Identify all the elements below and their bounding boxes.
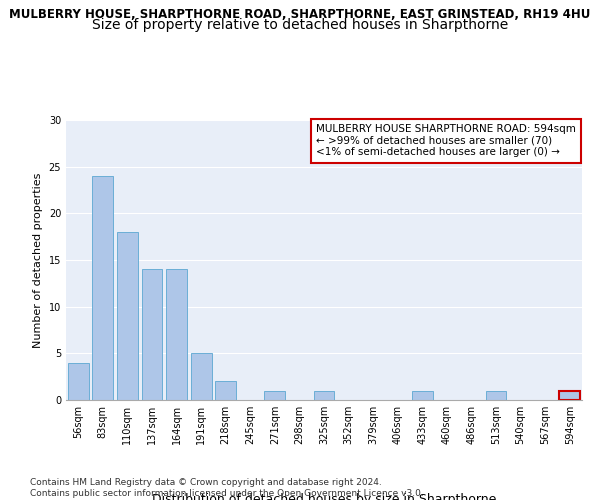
Text: MULBERRY HOUSE, SHARPTHORNE ROAD, SHARPTHORNE, EAST GRINSTEAD, RH19 4HU: MULBERRY HOUSE, SHARPTHORNE ROAD, SHARPT…	[10, 8, 590, 20]
Bar	[117, 232, 138, 400]
Text: Contains HM Land Registry data © Crown copyright and database right 2024.
Contai: Contains HM Land Registry data © Crown c…	[30, 478, 424, 498]
Text: Size of property relative to detached houses in Sharpthorne: Size of property relative to detached ho…	[92, 18, 508, 32]
Bar	[265, 390, 286, 400]
Bar	[412, 390, 433, 400]
Bar	[142, 270, 163, 400]
Bar	[215, 382, 236, 400]
Text: MULBERRY HOUSE SHARPTHORNE ROAD: 594sqm
← >99% of detached houses are smaller (7: MULBERRY HOUSE SHARPTHORNE ROAD: 594sqm …	[316, 124, 576, 158]
Bar	[166, 270, 187, 400]
Bar	[485, 390, 506, 400]
Bar	[191, 354, 212, 400]
Bar	[68, 362, 89, 400]
Bar	[92, 176, 113, 400]
Y-axis label: Number of detached properties: Number of detached properties	[33, 172, 43, 348]
X-axis label: Distribution of detached houses by size in Sharpthorne: Distribution of detached houses by size …	[152, 493, 496, 500]
Bar	[314, 390, 334, 400]
Bar	[559, 390, 580, 400]
